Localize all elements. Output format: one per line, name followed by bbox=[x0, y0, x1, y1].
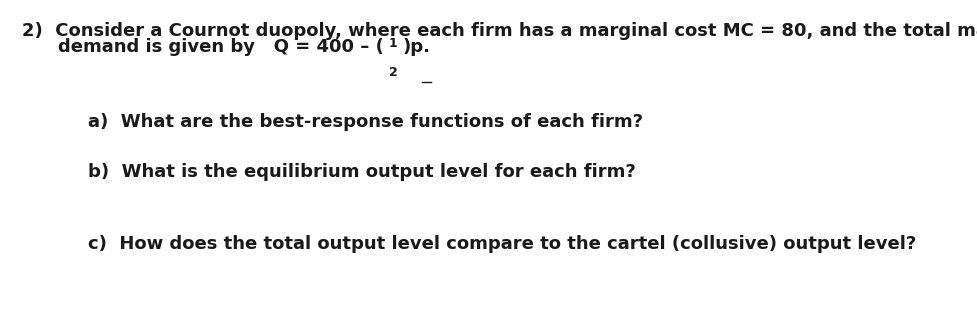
Text: 2)  Consider a Cournot duopoly, where each firm has a marginal cost MC = 80, and: 2) Consider a Cournot duopoly, where eac… bbox=[21, 22, 977, 40]
Text: 1: 1 bbox=[388, 37, 397, 50]
Text: c)  How does the total output level compare to the cartel (collusive) output lev: c) How does the total output level compa… bbox=[88, 235, 915, 253]
Text: a)  What are the best-response functions of each firm?: a) What are the best-response functions … bbox=[88, 113, 642, 131]
Text: demand is given by   Q = 400 – (: demand is given by Q = 400 – ( bbox=[58, 38, 384, 56]
Text: 2: 2 bbox=[388, 66, 397, 79]
Text: b)  What is the equilibrium output level for each firm?: b) What is the equilibrium output level … bbox=[88, 163, 635, 181]
Text: )p.: )p. bbox=[403, 38, 431, 56]
